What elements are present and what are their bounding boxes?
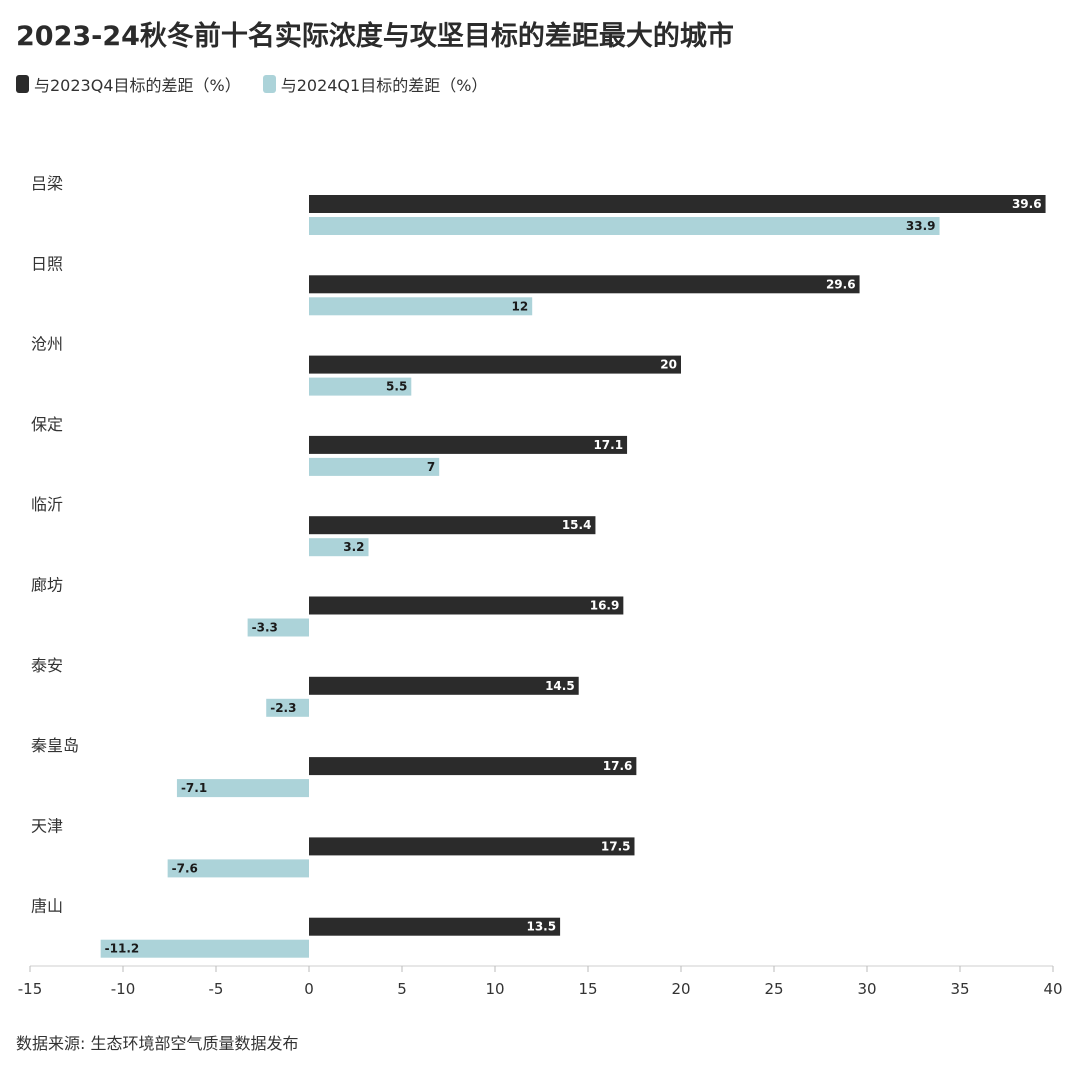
category-label: 天津 <box>31 816 63 835</box>
data-label: 29.6 <box>826 277 856 291</box>
x-tick-label: -15 <box>18 980 43 998</box>
data-label: 17.1 <box>593 438 623 452</box>
data-label: -11.2 <box>105 942 140 956</box>
x-tick-label: 15 <box>578 980 597 998</box>
category-label: 临沂 <box>31 495 63 514</box>
source-note: 数据来源: 生态环境部空气质量数据发布 <box>16 1034 299 1053</box>
data-label: 14.5 <box>545 679 575 693</box>
data-label: 12 <box>511 299 528 313</box>
category-label: 沧州 <box>31 335 63 354</box>
legend-swatch-series1 <box>16 75 29 93</box>
x-tick-label: 10 <box>485 980 504 998</box>
data-label: 13.5 <box>526 920 556 934</box>
x-tick-label: 5 <box>397 980 407 998</box>
category-label: 廊坊 <box>31 576 63 595</box>
data-label: 39.6 <box>1012 197 1042 211</box>
x-tick-label: 0 <box>304 980 314 998</box>
x-tick-label: -10 <box>111 980 136 998</box>
bar <box>309 435 628 454</box>
data-label: 3.2 <box>343 540 364 554</box>
category-label: 吕梁 <box>31 174 63 193</box>
data-label: -7.1 <box>181 781 207 795</box>
data-label: -3.3 <box>252 621 278 635</box>
chart-title: 2023-24秋冬前十名实际浓度与攻坚目标的差距最大的城市 <box>16 21 734 52</box>
bar <box>309 676 579 695</box>
bar <box>176 779 309 798</box>
legend-label-series2: 与2024Q1目标的差距（%） <box>280 76 488 95</box>
data-label: -2.3 <box>270 701 296 715</box>
data-label: 20 <box>660 358 677 372</box>
legend: 与2023Q4目标的差距（%） 与2024Q1目标的差距（%） <box>16 72 509 96</box>
category-label: 秦皇岛 <box>31 736 79 755</box>
bar <box>309 457 440 476</box>
category-label: 日照 <box>31 254 63 273</box>
data-label: 16.9 <box>590 599 620 613</box>
bar <box>309 377 412 396</box>
data-label: 17.5 <box>601 839 631 853</box>
legend-label-series1: 与2023Q4目标的差距（%） <box>34 76 241 95</box>
x-tick-label: 25 <box>764 980 783 998</box>
x-tick-label: 30 <box>857 980 876 998</box>
bar <box>309 596 624 615</box>
category-label: 保定 <box>31 415 63 434</box>
bar <box>309 195 1046 213</box>
data-label: -7.6 <box>172 861 198 875</box>
bar <box>309 355 681 374</box>
bar <box>247 618 309 637</box>
category-label: 唐山 <box>31 897 63 916</box>
bar <box>100 939 310 958</box>
bar <box>309 837 635 856</box>
x-tick-label: 20 <box>671 980 690 998</box>
data-label: 17.6 <box>603 759 633 773</box>
data-label: 15.4 <box>562 518 592 532</box>
bar <box>309 538 369 557</box>
bar <box>266 698 309 717</box>
bar <box>309 516 596 535</box>
bar <box>309 275 860 294</box>
legend-item-series1[interactable]: 与2023Q4目标的差距（%） <box>16 72 241 96</box>
bar <box>309 917 561 936</box>
data-label: 33.9 <box>906 219 936 233</box>
legend-swatch-series2 <box>262 75 276 93</box>
data-label: 7 <box>427 460 435 474</box>
bar-chart: 吕梁 39.6 33.9 日照 29.6 12 沧州 20 5.5 保定 17.1 7 临沂 15.4 3.… <box>18 174 1063 998</box>
bar <box>309 297 533 316</box>
bar <box>309 217 940 235</box>
x-tick-label: 35 <box>950 980 969 998</box>
bar <box>167 859 309 878</box>
data-label: 5.5 <box>386 380 407 394</box>
legend-item-series2[interactable]: 与2024Q1目标的差距（%） <box>262 72 488 96</box>
category-label: 泰安 <box>31 656 63 675</box>
bar <box>309 757 637 776</box>
x-tick-label: -5 <box>209 980 224 998</box>
x-tick-label: 40 <box>1043 980 1062 998</box>
